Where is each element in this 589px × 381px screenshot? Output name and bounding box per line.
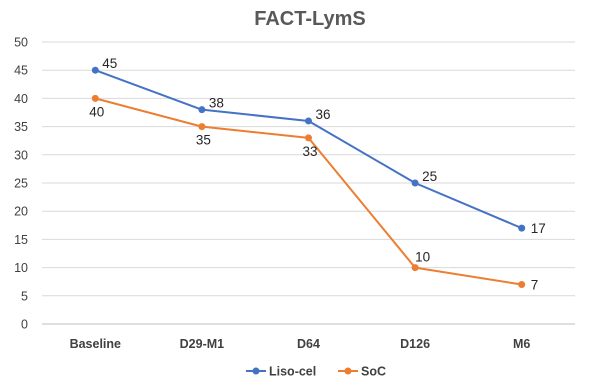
x-axis-category-labels: Baseline D29-M1 D64 D126 M6 <box>70 337 531 351</box>
data-label-liso-cel: 36 <box>316 107 331 122</box>
y-tick-label: 40 <box>14 92 28 106</box>
y-tick-label: 0 <box>21 318 28 332</box>
data-label-liso-cel: 25 <box>422 169 437 184</box>
y-tick-label: 50 <box>14 36 28 50</box>
gridlines <box>42 41 575 325</box>
y-tick-label: 45 <box>14 64 28 78</box>
x-category-label: M6 <box>513 337 530 351</box>
x-category-label: D64 <box>297 337 320 351</box>
data-label-soc: 7 <box>531 278 539 293</box>
y-tick-label: 25 <box>14 177 28 191</box>
legend-label-liso-cel: Liso-cel <box>269 365 316 379</box>
x-category-label: D126 <box>400 337 430 351</box>
y-axis-tick-labels: 0 5 10 15 20 25 30 35 40 45 50 <box>14 36 28 332</box>
series-lines <box>91 66 526 289</box>
chart-title: FACT-LymS <box>254 8 366 30</box>
y-tick-label: 35 <box>14 120 28 134</box>
data-label-liso-cel: 17 <box>531 221 546 236</box>
data-point-soc <box>518 281 526 289</box>
legend-marker-soc <box>344 367 352 375</box>
legend: Liso-cel SoC <box>246 365 386 379</box>
data-point-liso-cel <box>518 224 526 232</box>
data-point-liso-cel <box>411 179 419 187</box>
data-point-soc <box>305 134 312 142</box>
y-tick-label: 10 <box>14 261 28 275</box>
y-tick-label: 20 <box>14 205 28 219</box>
data-point-soc <box>198 123 206 131</box>
y-tick-label: 5 <box>21 289 28 303</box>
x-category-label: D29-M1 <box>180 337 225 351</box>
data-point-liso-cel <box>305 117 312 125</box>
data-point-liso-cel <box>91 66 99 74</box>
data-label-soc: 40 <box>89 104 104 119</box>
x-category-label: Baseline <box>70 337 121 351</box>
legend-marker-liso-cel <box>252 367 260 375</box>
data-point-liso-cel <box>198 106 206 114</box>
y-tick-label: 30 <box>14 148 28 162</box>
data-label-soc: 35 <box>196 133 211 148</box>
data-labels: 45 38 36 25 17 40 35 33 10 7 <box>89 56 545 292</box>
data-label-liso-cel: 45 <box>102 56 117 71</box>
data-label-liso-cel: 38 <box>209 96 224 111</box>
y-tick-label: 15 <box>14 233 28 247</box>
data-label-soc: 33 <box>303 144 318 159</box>
legend-label-soc: SoC <box>361 365 386 379</box>
data-point-soc <box>411 264 419 272</box>
data-point-soc <box>91 94 99 102</box>
data-label-soc: 10 <box>415 250 430 265</box>
